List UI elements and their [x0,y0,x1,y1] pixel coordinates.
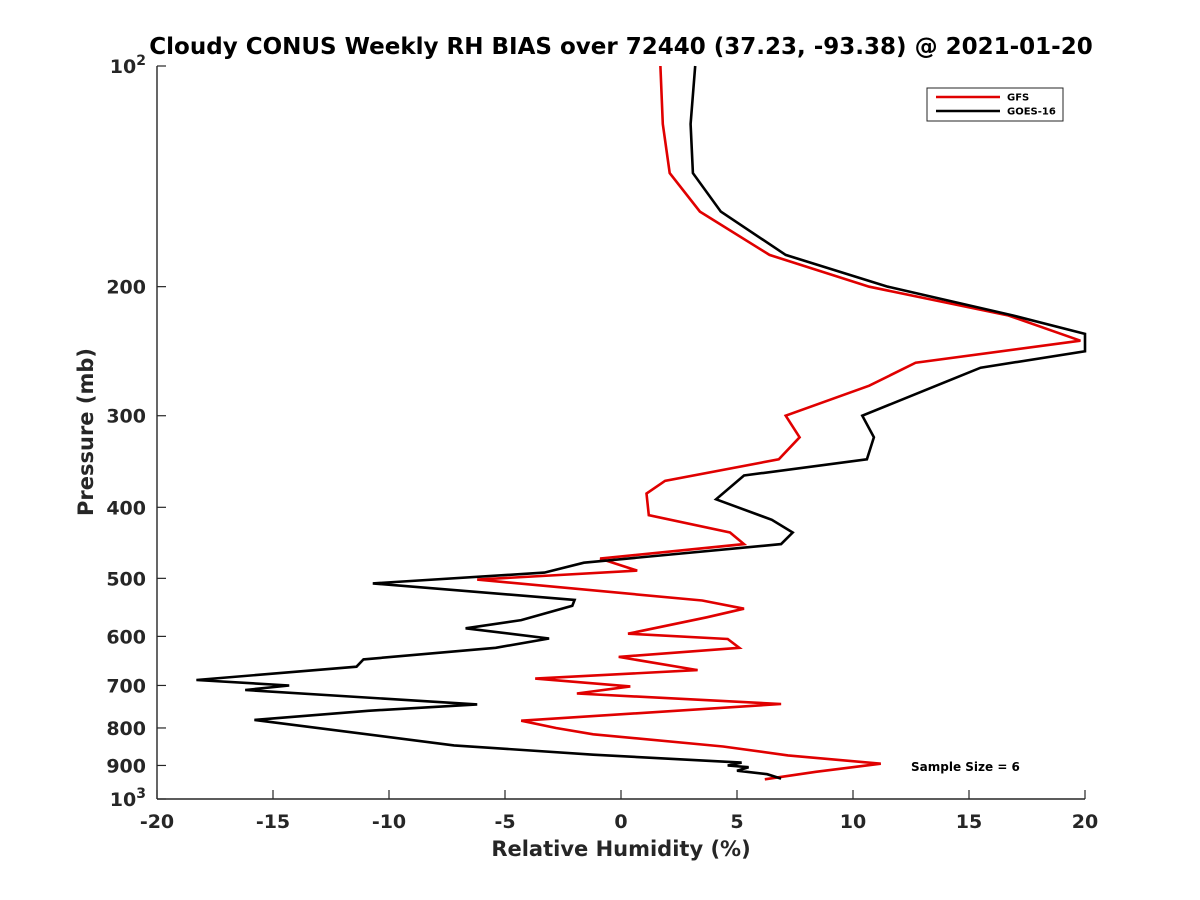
x-tick-label: 5 [730,811,743,833]
y-tick-label: 200 [106,277,146,299]
series-lines [196,65,1087,781]
x-tick-label: -5 [494,811,515,833]
x-tick-label: 0 [614,811,627,833]
sample-size-annotation: Sample Size = 6 [911,760,1020,774]
axes [156,66,1085,800]
legend: GFS GOES-16 [926,87,1064,122]
y-tick-label: 500 [106,568,146,590]
y-tick-label: 600 [106,626,146,648]
y-axis-label: Pressure (mb) [74,348,98,516]
y-tick-label: 900 [106,755,146,777]
x-tick-label: -20 [140,811,174,833]
x-axis-label: Relative Humidity (%) [491,837,750,861]
series-line-gfs [477,65,1081,781]
x-tick-label: 20 [1072,811,1098,833]
y-tick-label: 700 [106,675,146,697]
y-tick-label: 103 [110,786,146,811]
y-tick-label: 400 [106,497,146,519]
chart-title: Cloudy CONUS Weekly RH BIAS over 72440 (… [149,34,1092,60]
legend-label-gfs: GFS [1007,93,1029,104]
x-tick-label: 10 [840,811,866,833]
x-tick-label: 15 [956,811,982,833]
y-tick-label: 102 [110,53,146,78]
y-tick-label: 300 [106,406,146,428]
series-line-goes16 [196,65,1087,780]
plot-area [157,66,1085,799]
y-axis-ticks: 102 200 300 400 500 600 700 800 900 103 [106,53,166,811]
legend-label-goes16: GOES-16 [1007,107,1056,118]
x-axis-ticks: -20 -15 -10 -5 0 5 10 15 20 [140,790,1098,833]
x-tick-label: -15 [256,811,290,833]
x-tick-label: -10 [372,811,406,833]
legend-box [926,87,1064,122]
y-tick-label: 800 [106,718,146,740]
